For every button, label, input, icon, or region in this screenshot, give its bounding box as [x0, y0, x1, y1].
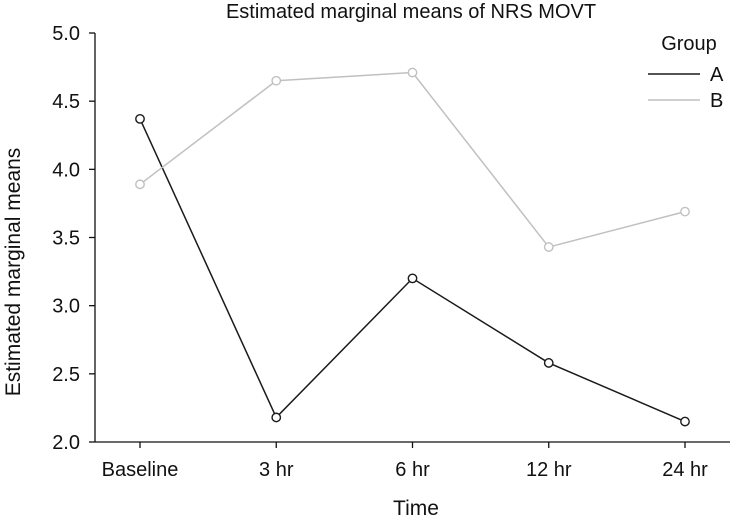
legend-label-b: B [710, 90, 723, 112]
series-layer [135, 67, 690, 427]
x-axis-label: Time [393, 497, 439, 519]
data-point-a [407, 273, 418, 284]
y-tick-label: 4.0 [52, 159, 80, 181]
data-point-a [680, 416, 690, 427]
y-tick-label: 4.5 [52, 91, 80, 113]
series-line-a [139, 118, 686, 423]
x-tick-label: Baseline [102, 459, 179, 481]
y-tick-label: 2.0 [52, 432, 80, 454]
series-line-b [139, 71, 686, 248]
x-tick-label: 12 hr [526, 459, 572, 481]
x-tick-label: 3 hr [259, 459, 294, 481]
data-point-a [135, 113, 145, 124]
data-point-a [271, 412, 282, 423]
legend-title: Group [661, 33, 717, 55]
legend: Group A B [648, 33, 724, 112]
data-point-b [271, 75, 282, 86]
data-point-a [543, 358, 554, 368]
y-axis-label: Estimated marginal means [2, 148, 25, 397]
y-tick-label: 5.0 [52, 23, 80, 45]
x-ticks: Baseline 3 hr 6 hr 12 hr 24 hr [102, 442, 708, 481]
y-ticks: 2.0 2.5 3.0 3.5 4.0 4.5 5.0 [52, 23, 95, 454]
data-point-b [680, 206, 690, 217]
x-tick-label: 24 hr [662, 459, 708, 481]
y-tick-label: 2.5 [52, 364, 80, 386]
y-tick-label: 3.0 [52, 296, 80, 318]
legend-label-a: A [710, 64, 724, 86]
chart-title: Estimated marginal means of NRS MOVT [226, 1, 596, 23]
data-point-b [407, 67, 418, 78]
data-point-b [135, 179, 145, 190]
y-tick-label: 3.5 [52, 228, 80, 250]
data-point-b [543, 242, 554, 252]
x-tick-label: 6 hr [395, 459, 430, 481]
